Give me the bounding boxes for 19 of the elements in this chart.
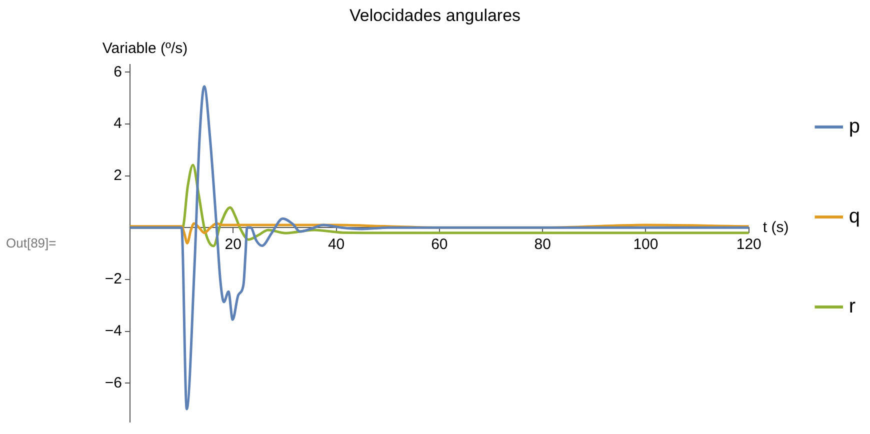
- x-tick-label: 60: [431, 236, 448, 253]
- x-tick-label: 40: [328, 236, 345, 253]
- x-axis-title: t (s): [762, 218, 789, 236]
- y-tick-label: −6: [104, 374, 122, 392]
- chart-title: Velocidades angulares: [349, 6, 521, 25]
- y-tick-label: −2: [104, 270, 122, 288]
- legend-label: q: [848, 206, 860, 228]
- text: Out[89]=: [6, 236, 56, 251]
- y-axis-title: Variable (º/s): [102, 40, 188, 58]
- x-tick-label: 20: [224, 236, 242, 253]
- x-tick-label: 80: [534, 236, 551, 253]
- y-tick-label: 6: [114, 63, 122, 80]
- y-tick-label: −4: [104, 322, 122, 340]
- y-tick-label: 4: [114, 115, 122, 132]
- y-tick-label: 2: [114, 166, 122, 184]
- x-tick-label: 100: [633, 236, 658, 253]
- legend-label: p: [848, 116, 860, 138]
- x-tick-label: 120: [736, 236, 762, 253]
- legend-label: r: [848, 296, 856, 318]
